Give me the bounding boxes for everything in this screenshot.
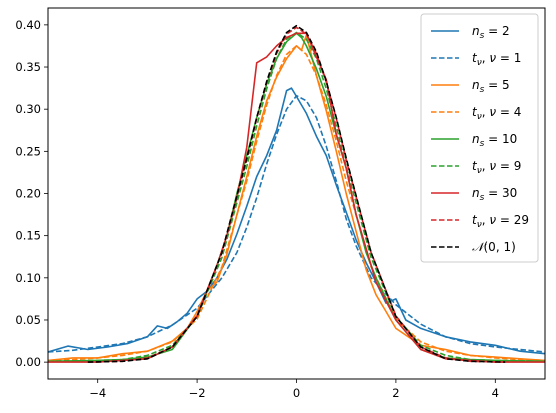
legend-label-ns-30: ns = 30 <box>472 186 517 203</box>
y-tick-label: 0.40 <box>15 18 41 32</box>
legend-label-t-29: tν, ν = 29 <box>472 213 529 230</box>
legend-label-t-1: tν, ν = 1 <box>472 51 521 68</box>
legend-label-ns-2: ns = 2 <box>472 24 510 41</box>
x-tick-label: 4 <box>492 386 499 400</box>
legend-swatches <box>431 30 459 248</box>
y-tick-label: 0.25 <box>15 144 41 158</box>
series-line-t-1 <box>48 94 545 353</box>
y-tick-label: 0.30 <box>15 102 41 116</box>
legend: ns = 2 tν, ν = 1 ns = 5 tν, ν = 4 ns = 1… <box>420 13 539 263</box>
y-tick-label: 0.20 <box>15 187 41 201</box>
y-axis: 0.00 0.05 0.10 0.15 0.20 0.25 0.30 0.35 0.40 <box>15 18 48 369</box>
legend-label-normal: 𝒩(0, 1) <box>472 240 516 254</box>
y-tick-label: 0.00 <box>15 355 41 369</box>
y-tick-label: 0.35 <box>15 60 41 74</box>
legend-label-ns-5: ns = 5 <box>472 78 510 95</box>
y-tick-label: 0.10 <box>15 271 41 285</box>
x-tick-label: −4 <box>89 386 106 400</box>
series-line-n-0-1 <box>87 24 506 363</box>
x-axis: −4 −2 0 2 4 <box>89 379 499 400</box>
x-tick-label: −2 <box>189 386 206 400</box>
legend-label-ns-10: ns = 10 <box>472 132 517 149</box>
x-tick-label: 2 <box>392 386 399 400</box>
legend-frame <box>420 13 539 263</box>
series-layer <box>48 24 545 363</box>
legend-label-t-9: tν, ν = 9 <box>472 159 521 176</box>
y-tick-label: 0.15 <box>15 229 41 243</box>
y-tick-label: 0.05 <box>15 313 41 327</box>
series-line-n-s-2 <box>48 87 545 355</box>
legend-label-t-4: tν, ν = 4 <box>472 105 521 122</box>
series-line-t-4 <box>48 45 545 362</box>
x-tick-label: 0 <box>293 386 300 400</box>
